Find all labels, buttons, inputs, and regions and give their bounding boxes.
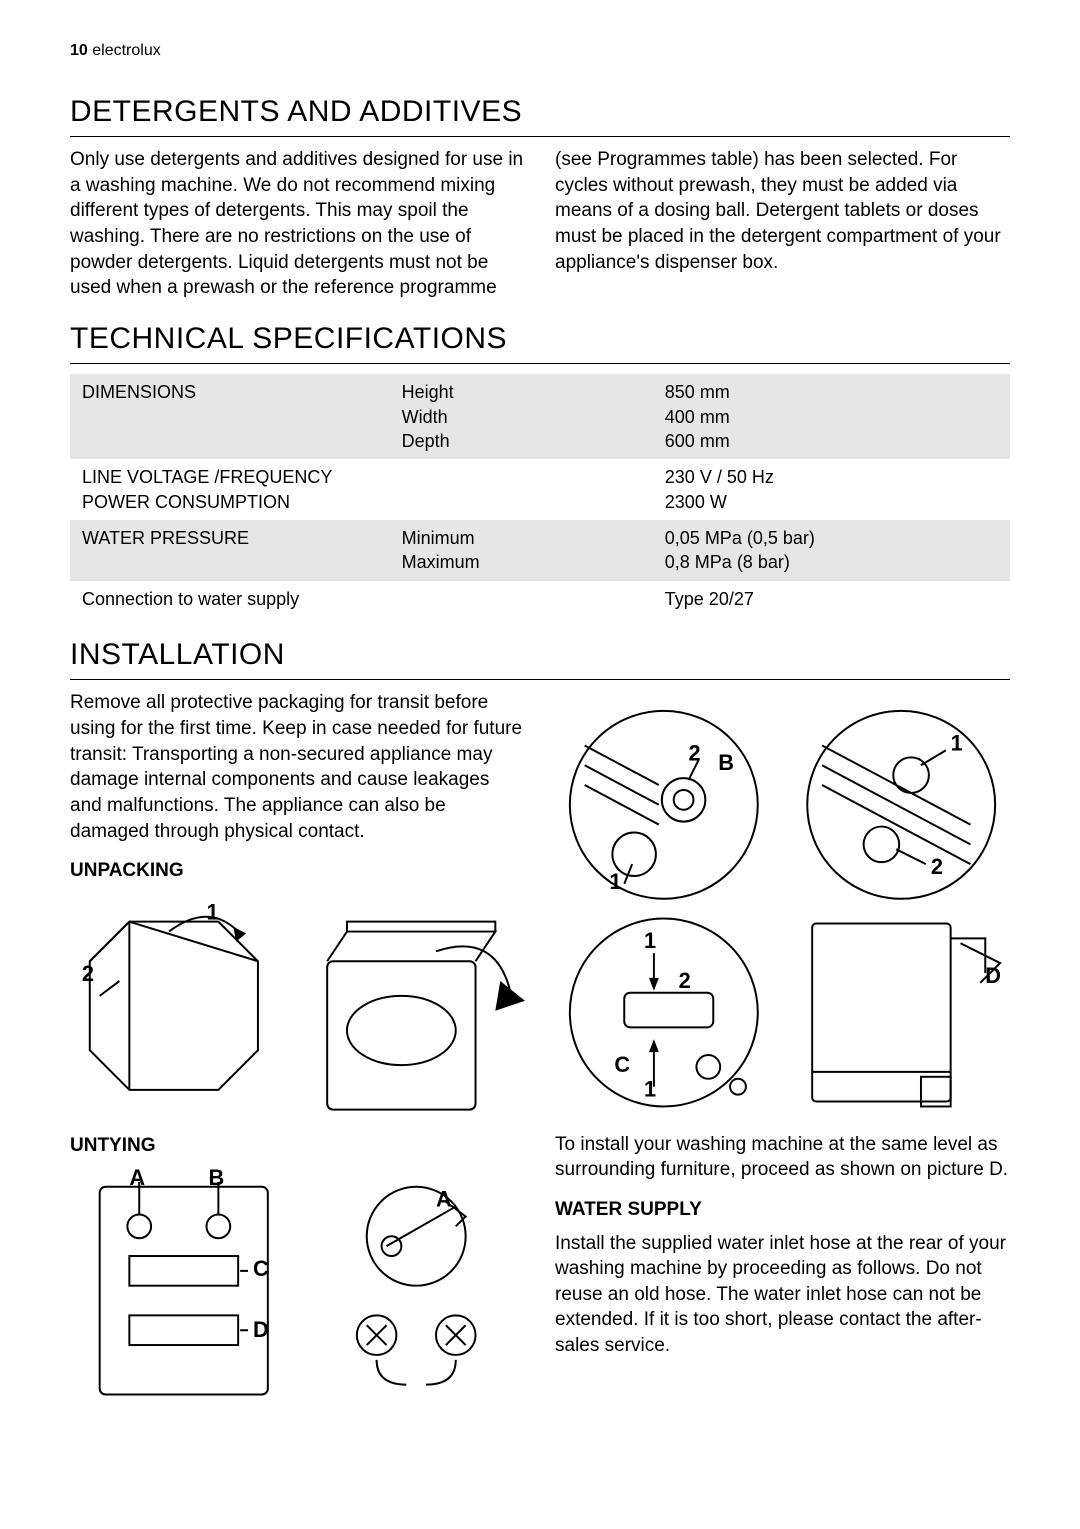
svg-text:2: 2 <box>679 968 691 993</box>
water-supply-heading: WATER SUPPLY <box>555 1197 1010 1223</box>
spec-val: 230 V / 50 Hz 2300 W <box>653 459 1010 520</box>
section-title-install: INSTALLATION <box>70 635 1010 681</box>
svg-text:2: 2 <box>931 854 943 879</box>
svg-text:A: A <box>436 1187 452 1212</box>
label-2: 2 <box>82 961 94 986</box>
spec-mid <box>390 581 653 617</box>
brand-name: electrolux <box>92 42 160 59</box>
water-supply-text: Install the supplied water inlet hose at… <box>555 1231 1010 1359</box>
svg-text:A: A <box>129 1167 145 1190</box>
svg-text:C: C <box>253 1256 269 1281</box>
spec-label: LINE VOLTAGE /FREQUENCY POWER CONSUMPTIO… <box>70 459 390 520</box>
svg-text:1: 1 <box>951 731 963 756</box>
tech-spec-table: DIMENSIONS Height Width Depth 850 mm 400… <box>70 374 1010 616</box>
svg-text:1: 1 <box>609 869 621 894</box>
unpacking-figure: 1 2 <box>70 892 525 1120</box>
svg-text:D: D <box>985 963 1001 988</box>
spec-val: 0,05 MPa (0,5 bar) 0,8 MPa (8 bar) <box>653 520 1010 581</box>
table-row: Connection to water supply Type 20/27 <box>70 581 1010 617</box>
leveling-text: To install your washing machine at the s… <box>555 1132 1010 1183</box>
svg-text:D: D <box>253 1317 269 1342</box>
spec-val: 850 mm 400 mm 600 mm <box>653 374 1010 459</box>
svg-text:C: C <box>614 1052 630 1077</box>
spec-mid: Height Width Depth <box>390 374 653 459</box>
unpacking-heading: UNPACKING <box>70 858 525 884</box>
svg-text:B: B <box>718 750 734 775</box>
page-header: 10 electrolux <box>70 40 1010 62</box>
table-row: LINE VOLTAGE /FREQUENCY POWER CONSUMPTIO… <box>70 459 1010 520</box>
label-1: 1 <box>207 899 219 924</box>
untying-heading: UNTYING <box>70 1133 525 1159</box>
spec-label: WATER PRESSURE <box>70 520 390 581</box>
section-title-detergents: DETERGENTS AND ADDITIVES <box>70 92 1010 138</box>
untying-figure: A B C D A <box>70 1167 525 1414</box>
spec-mid: Minimum Maximum <box>390 520 653 581</box>
spec-val: Type 20/27 <box>653 581 1010 617</box>
page-number: 10 <box>70 42 88 59</box>
table-row: WATER PRESSURE Minimum Maximum 0,05 MPa … <box>70 520 1010 581</box>
spec-label: Connection to water supply <box>70 581 390 617</box>
spec-label: DIMENSIONS <box>70 374 390 459</box>
svg-text:1: 1 <box>644 929 656 954</box>
detergents-body: Only use detergents and additives design… <box>70 147 1010 301</box>
untying-detail-figure: 2 B 1 1 2 <box>555 696 1010 1121</box>
svg-text:B: B <box>208 1167 224 1190</box>
table-row: DIMENSIONS Height Width Depth 850 mm 400… <box>70 374 1010 459</box>
install-intro: Remove all protective packaging for tran… <box>70 690 525 844</box>
spec-mid <box>390 459 653 520</box>
section-title-tech: TECHNICAL SPECIFICATIONS <box>70 319 1010 365</box>
detergents-text: Only use detergents and additives design… <box>70 147 1010 301</box>
